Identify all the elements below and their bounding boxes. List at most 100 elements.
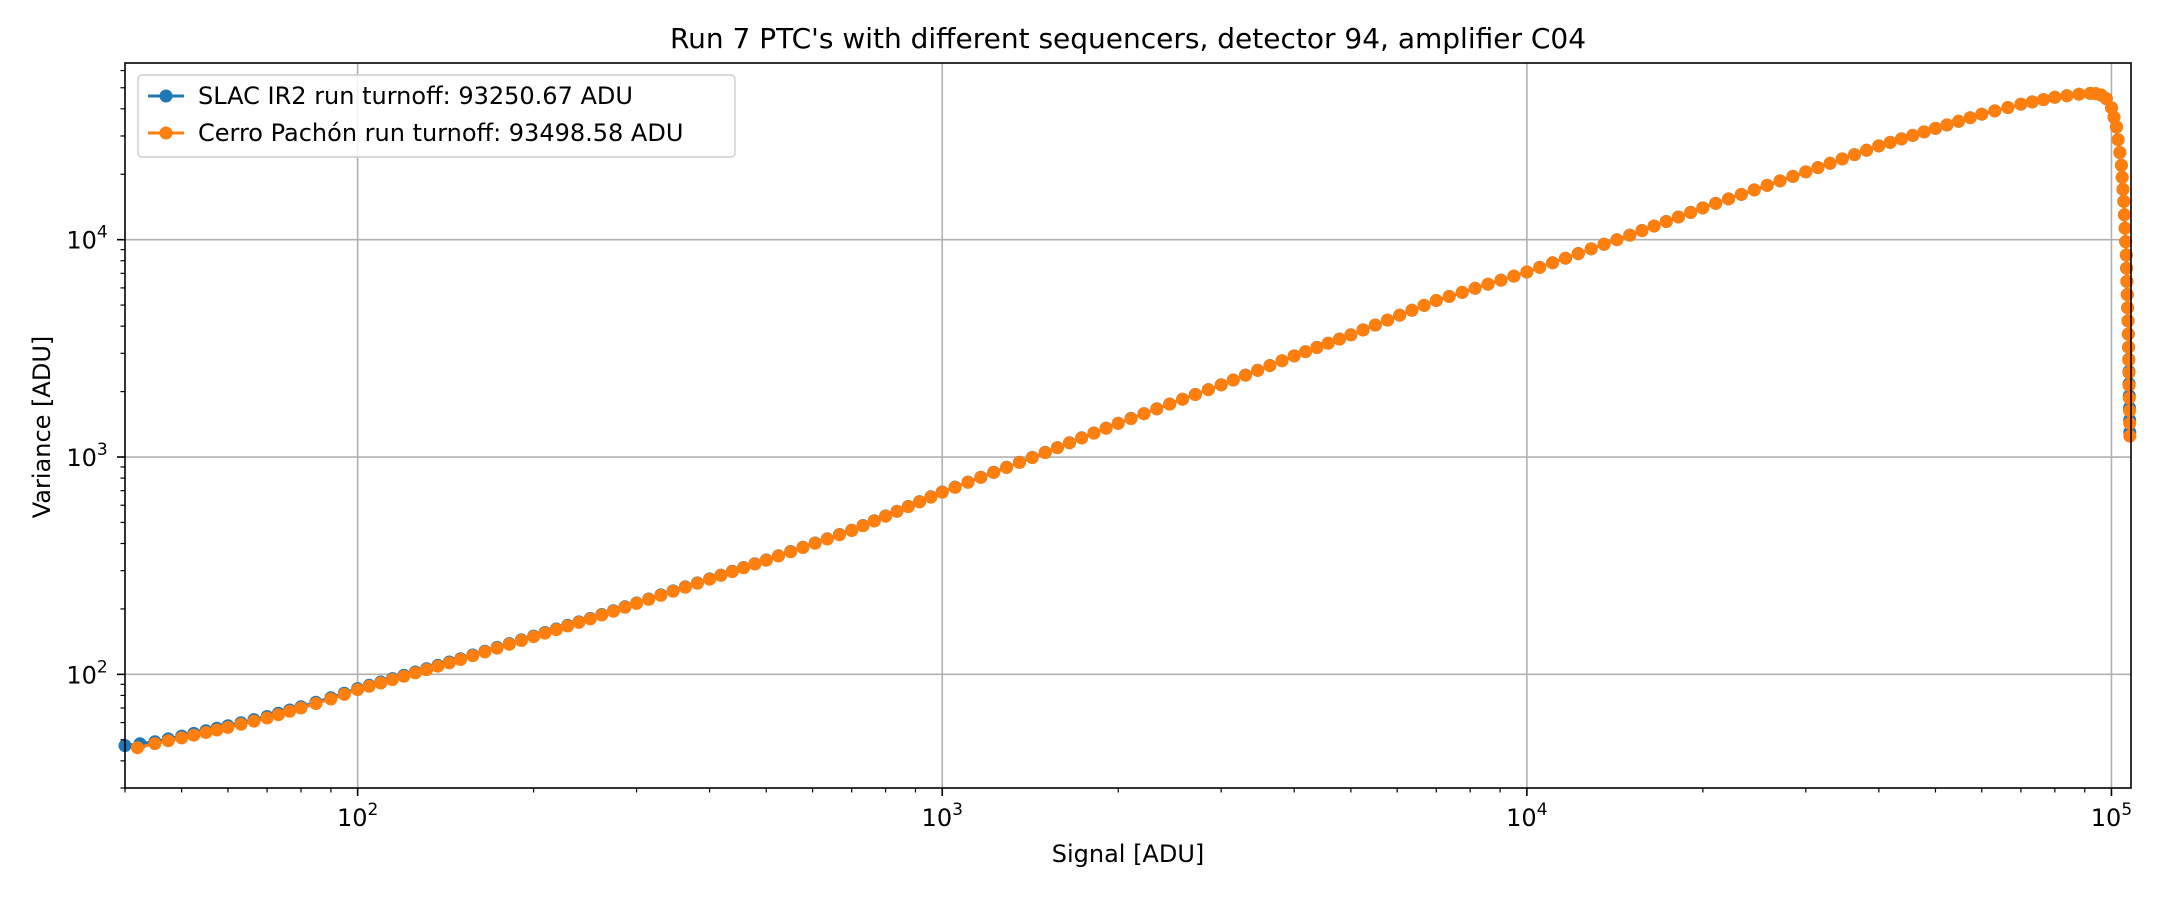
data-point: [161, 734, 175, 748]
data-point: [442, 656, 456, 670]
data-point: [1709, 196, 1723, 210]
data-point: [1188, 388, 1202, 401]
grid-layer: [125, 63, 2131, 788]
data-point: [1417, 298, 1431, 312]
data-point: [808, 536, 822, 550]
data-point: [1696, 201, 1710, 215]
data-point: [833, 528, 846, 542]
axes-frame: [124, 62, 2132, 789]
data-point: [210, 723, 224, 737]
data-point: [397, 669, 411, 683]
data-point: [561, 619, 575, 633]
data-point: [1344, 328, 1358, 342]
data-point: [1860, 143, 1874, 157]
data-point: [703, 572, 717, 586]
series-markers-1: [130, 86, 2137, 755]
data-point: [466, 649, 480, 663]
data-point: [454, 653, 468, 666]
data-point: [1659, 215, 1673, 228]
data-point: [490, 641, 504, 655]
data-point: [1468, 281, 1482, 295]
data-point: [2114, 158, 2128, 172]
data-point: [987, 466, 1001, 479]
data-point: [1823, 156, 1837, 170]
data-point: [572, 615, 586, 629]
data-point: [2120, 288, 2134, 302]
data-point: [1013, 456, 1026, 469]
legend-marker-1: [159, 126, 173, 140]
data-point: [1906, 128, 1920, 142]
data-point: [1201, 383, 1215, 397]
data-point: [737, 561, 751, 575]
data-point: [420, 663, 434, 677]
data-point: [690, 576, 704, 590]
data-point: [478, 645, 492, 659]
data-point: [2117, 208, 2131, 222]
data-point: [759, 553, 773, 567]
data-point: [2048, 90, 2062, 104]
data-point: [1287, 349, 1301, 363]
data-point: [2123, 416, 2137, 430]
data-point: [1429, 294, 1443, 307]
data-point: [1239, 368, 1252, 382]
data-point: [247, 714, 261, 728]
data-point: [845, 524, 859, 537]
data-point: [1811, 161, 1825, 175]
data-point: [2117, 194, 2131, 208]
data-point: [324, 692, 338, 706]
y-tick-label: 104: [66, 223, 107, 255]
data-point: [1405, 303, 1419, 317]
data-point: [1442, 290, 1456, 303]
x-tick-label: 102: [337, 800, 378, 832]
data-point: [1050, 441, 1064, 455]
data-point: [271, 708, 285, 722]
data-point: [1559, 251, 1572, 265]
data-point: [362, 679, 376, 693]
data-point: [1597, 237, 1611, 251]
data-point: [1883, 135, 1897, 149]
data-point: [385, 673, 399, 687]
data-point: [583, 612, 597, 626]
data-point: [1610, 233, 1624, 247]
data-point: [1848, 148, 1861, 162]
tick-layer: 102 103 104 105 102 103 104: [66, 69, 2132, 832]
data-point: [1087, 426, 1101, 440]
data-point: [294, 701, 308, 715]
data-point: [748, 557, 762, 571]
data-point: [1533, 260, 1547, 274]
x-tick-label: 105: [2091, 800, 2132, 832]
data-point: [595, 608, 609, 622]
data-point: [1124, 412, 1138, 426]
legend: SLAC IR2 run turnoff: 93250.67 ADU Cerro …: [137, 74, 736, 158]
legend-label-0: SLAC IR2 run turnoff: 93250.67 ADU: [198, 82, 633, 110]
data-point: [2001, 101, 2015, 114]
data-point: [642, 592, 656, 606]
data-point: [2122, 340, 2136, 354]
data-point: [1940, 118, 1954, 132]
data-point: [1393, 308, 1407, 322]
data-point: [1000, 461, 1014, 474]
data-point: [913, 495, 927, 509]
data-point: [2111, 133, 2125, 147]
x-tick-label: 104: [1506, 800, 1547, 832]
data-point: [2037, 93, 2050, 107]
data-point: [820, 532, 834, 546]
data-point: [1263, 359, 1277, 373]
data-point: [1310, 341, 1324, 354]
data-point: [1647, 219, 1661, 233]
data-point: [1895, 132, 1908, 146]
data-point: [1356, 323, 1370, 337]
data-point: [1137, 407, 1151, 421]
data-point: [502, 637, 516, 651]
data-point: [901, 500, 915, 514]
data-point: [549, 623, 563, 637]
data-point: [2122, 353, 2136, 367]
y-tick-label: 103: [66, 440, 107, 472]
data-point: [2121, 301, 2135, 315]
data-point: [772, 549, 785, 563]
data-point: [408, 666, 422, 680]
data-point: [1275, 354, 1289, 368]
data-point: [974, 470, 988, 484]
data-point: [1722, 192, 1736, 206]
data-point: [2110, 120, 2123, 134]
